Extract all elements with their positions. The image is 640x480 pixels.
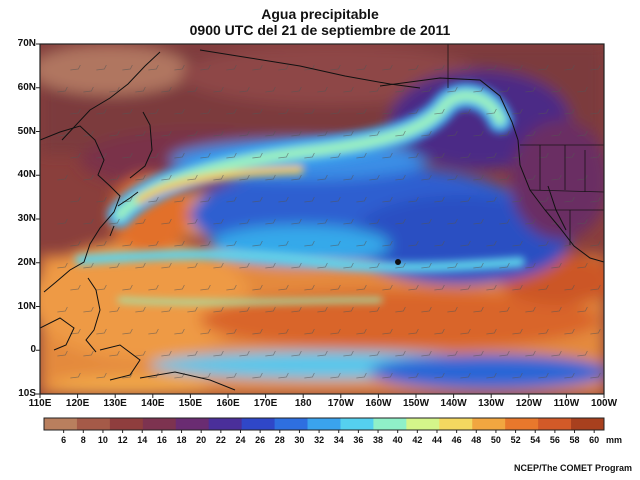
longitude-label: 150E: [178, 398, 203, 409]
water-vapor-field: [40, 44, 604, 394]
colorbar-tick-label: 26: [255, 435, 266, 445]
latitude-label: 60N: [17, 81, 36, 93]
colorbar-tick-label: 44: [431, 435, 442, 445]
colorbar-tick-label: 10: [97, 435, 108, 445]
colorbar-tick-label: 48: [471, 435, 482, 445]
latitude-label: 0: [30, 344, 36, 356]
coastlines: [40, 49, 604, 391]
colorbar-tick-label: 28: [274, 435, 285, 445]
latitude-label: 50N: [17, 125, 36, 137]
colorbar-tick-label: 22: [215, 435, 226, 445]
colorbar-swatch: [505, 418, 539, 430]
colorbar: [43, 417, 605, 433]
credit-text: NCEP/The COMET Program: [513, 463, 632, 473]
colorbar-tick-label: 12: [117, 435, 128, 445]
longitude-label: 120E: [65, 398, 90, 409]
longitude-label: 160W: [365, 398, 392, 409]
colorbar-swatch: [571, 418, 605, 430]
colorbar-tick-label: 30: [294, 435, 305, 445]
colorbar-swatch: [538, 418, 572, 430]
colorbar-swatch: [406, 418, 440, 430]
longitude-label: 160E: [216, 398, 240, 409]
colorbar-tick-label: 16: [156, 435, 167, 445]
latitude-label: 10N: [17, 300, 36, 312]
colorbar-tick-label: 42: [412, 435, 423, 445]
colorbar-swatch: [44, 418, 78, 430]
colorbar-tick-label: 20: [196, 435, 207, 445]
colorbar-tick-label: 32: [314, 435, 325, 445]
colorbar-swatch: [76, 418, 111, 430]
latitude-label: 30N: [17, 213, 36, 224]
latitude-label: 40N: [17, 169, 36, 181]
longitude-label: 100W: [590, 398, 618, 409]
colorbar-tick-label: 24: [235, 435, 246, 445]
colorbar-tick-label: 40: [392, 435, 403, 445]
latitude-label: 70N: [17, 38, 36, 49]
longitude-label: 110E: [28, 398, 52, 409]
colorbar-tick-label: 56: [549, 435, 560, 445]
latitude-label: 10S: [18, 388, 36, 399]
longitude-label: 140E: [141, 398, 165, 409]
colorbar-tick-label: 58: [569, 435, 580, 445]
colorbar-tick-label: 52: [510, 435, 521, 445]
longitude-label: 120W: [515, 398, 542, 409]
colorbar-swatch: [142, 418, 177, 430]
longitude-label: 130E: [103, 398, 127, 409]
map-subtitle: 0900 UTC del 21 de septiembre de 2011: [189, 22, 451, 38]
colorbar-swatch: [439, 418, 473, 430]
colorbar-swatch: [241, 418, 276, 430]
colorbar-tick-label: 50: [490, 435, 501, 445]
longitude-label: 180: [294, 398, 312, 409]
longitude-label: 130W: [478, 398, 505, 409]
colorbar-tick-label: 8: [80, 435, 86, 445]
wind-barbs: [57, 64, 601, 379]
colorbar-swatch: [307, 418, 341, 430]
colorbar-swatch: [373, 418, 407, 430]
longitude-label: 170W: [327, 398, 354, 409]
colorbar-swatch: [109, 418, 144, 430]
colorbar-tick-label: 38: [373, 435, 384, 445]
colorbar-swatch: [340, 418, 374, 430]
colorbar-tick-label: 36: [353, 435, 364, 445]
colorbar-swatch: [175, 418, 210, 430]
colorbar-tick-label: 46: [451, 435, 462, 445]
latitude-label: 20N: [17, 256, 36, 268]
colorbar-tick-label: 60: [589, 435, 600, 445]
longitude-label: 140W: [440, 398, 467, 409]
colorbar-swatch: [472, 418, 506, 430]
colorbar-tick-label: 34: [333, 435, 344, 445]
longitude-label: 170E: [253, 398, 278, 409]
colorbar-swatch: [274, 418, 309, 430]
map-title: Agua precipitable: [261, 6, 379, 22]
colorbar-tick-label: 18: [176, 435, 187, 445]
colorbar-tick-label: 14: [137, 435, 148, 445]
colorbar-tick-label: 6: [61, 435, 67, 445]
colorbar-unit: mm: [606, 435, 623, 445]
colorbar-tick-label: 54: [530, 435, 541, 445]
colorbar-swatch: [208, 418, 243, 430]
longitude-label: 150W: [402, 398, 430, 409]
longitude-label: 110W: [553, 398, 580, 409]
political-borders: [447, 44, 604, 245]
